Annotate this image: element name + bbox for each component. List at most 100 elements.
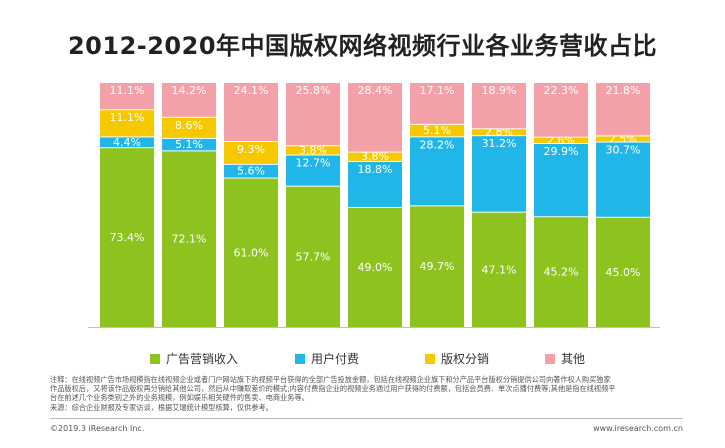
bar-segment <box>534 82 588 137</box>
data-label: 3.8% <box>299 144 327 157</box>
bar-segment <box>162 116 216 138</box>
segment-separator <box>472 211 526 213</box>
segment-separator <box>100 147 154 149</box>
legend-item-user-pay: 用户付费 <box>295 350 359 367</box>
segment-separator <box>224 177 278 179</box>
segment-separator <box>224 163 278 165</box>
data-label: 28.4% <box>358 84 393 97</box>
data-label: 5.1% <box>175 138 203 151</box>
segment-separator <box>596 216 650 218</box>
bar-segment <box>162 137 216 151</box>
segment-separator <box>162 82 216 83</box>
data-label: 9.3% <box>237 143 265 156</box>
segment-separator <box>472 135 526 137</box>
segment-separator <box>162 137 216 139</box>
data-label: 8.6% <box>175 119 203 132</box>
bar-segment <box>224 141 278 164</box>
legend-swatch-distribution <box>425 353 435 364</box>
bar-segment <box>596 141 650 217</box>
segment-separator <box>162 150 216 152</box>
bar-segment <box>100 147 154 327</box>
bar-segment <box>534 136 588 144</box>
data-label: 5.1% <box>423 124 451 137</box>
chart-title: 2012-2020年中国版权网络视频行业各业务营收占比 <box>67 32 658 60</box>
data-label: 2.8% <box>485 126 513 139</box>
legend-item-other: 其他 <box>545 350 585 367</box>
data-label: 18.8% <box>358 163 393 176</box>
legend-label-other: 其他 <box>561 352 586 366</box>
segment-separator <box>348 160 402 162</box>
bar-segment <box>100 82 154 110</box>
segment-separator <box>348 82 402 83</box>
bar-segment <box>286 145 340 155</box>
segment-separator <box>534 143 588 145</box>
bar-segment <box>472 211 526 327</box>
bar-segment <box>286 82 340 146</box>
bar-segment <box>596 216 650 327</box>
legend-swatch-other <box>545 353 555 364</box>
data-label: 49.7% <box>420 260 455 273</box>
data-label: 47.1% <box>482 263 517 276</box>
bar-segment <box>348 206 402 327</box>
segment-separator <box>410 205 464 207</box>
bar-segment <box>224 177 278 327</box>
bar-segment <box>224 82 278 142</box>
bar-segment <box>286 185 340 327</box>
bar-segment <box>410 136 464 206</box>
bar-segment <box>224 163 278 178</box>
copyright-text: ©2019.3 iResearch Inc. <box>50 424 145 433</box>
segment-separator <box>472 128 526 130</box>
segment-separator <box>472 82 526 83</box>
data-label: 29.9% <box>544 145 579 158</box>
data-label: 21.8% <box>606 84 641 97</box>
segment-separator <box>410 82 464 83</box>
data-label: 30.7% <box>606 144 641 157</box>
data-label: 31.2% <box>482 137 517 150</box>
data-label: 72.1% <box>172 233 207 246</box>
data-label: 61.0% <box>234 246 269 259</box>
bar-segment <box>596 82 650 136</box>
data-label: 3.8% <box>361 150 389 163</box>
note-line: 注释：在线视频广告市场规模指在线视频企业或者门户网站旗下的视频平台获得的全部广告… <box>50 375 611 384</box>
legend-swatch-ad <box>150 353 160 364</box>
segment-separator <box>100 136 154 138</box>
bar-segment <box>534 143 588 217</box>
bar-segment <box>472 135 526 212</box>
data-label: 18.9% <box>482 84 517 97</box>
data-label: 17.1% <box>420 84 455 97</box>
bar-segment <box>162 150 216 327</box>
segment-separator <box>224 82 278 83</box>
data-label: 73.4% <box>110 231 145 244</box>
segment-separator <box>162 116 216 118</box>
segment-separator <box>286 185 340 187</box>
legend-item-distribution: 版权分销 <box>425 350 489 367</box>
data-label: 22.3% <box>544 84 579 97</box>
legend-label-distribution: 版权分销 <box>441 352 490 366</box>
bar-segment <box>534 216 588 327</box>
segment-separator <box>410 136 464 138</box>
data-label: 11.1% <box>110 84 145 97</box>
bar-segment <box>348 160 402 207</box>
bar-segment <box>286 154 340 186</box>
segment-separator <box>224 141 278 143</box>
data-label: 57.7% <box>296 250 331 263</box>
bar-segment <box>596 135 650 142</box>
source-line: 来源：综合企业财报及专家访谈，根据艾瑞统计模型核算，仅供参考。 <box>50 402 273 412</box>
bar-segment <box>100 136 154 148</box>
stacked-bar-chart: 73.4% 4.4% 11.1% 11.1% 72.1% 5.1% 8.6% 14.2% 61.… <box>88 82 660 328</box>
data-label: 2.5% <box>609 132 637 145</box>
data-label: 45.0% <box>606 266 641 279</box>
segment-separator <box>286 145 340 147</box>
data-label: 12.7% <box>296 157 331 170</box>
chart-legend: 广告营销收入 用户付费 版权分销 其他 <box>150 350 610 368</box>
legend-swatch-user-pay <box>295 353 305 364</box>
website-url: www.iresearch.com.cn <box>593 424 683 433</box>
segment-separator <box>286 154 340 156</box>
segment-separator <box>348 151 402 153</box>
segment-separator <box>100 109 154 111</box>
bar-segment <box>472 82 526 129</box>
data-label: 49.0% <box>358 261 393 274</box>
segment-separator <box>596 135 650 137</box>
note-line: 作品版权后，又将该作品版权再分销给其他公司，然后从中赚取差价的模式;内容付费指企… <box>50 384 616 394</box>
bar-segment <box>472 128 526 136</box>
